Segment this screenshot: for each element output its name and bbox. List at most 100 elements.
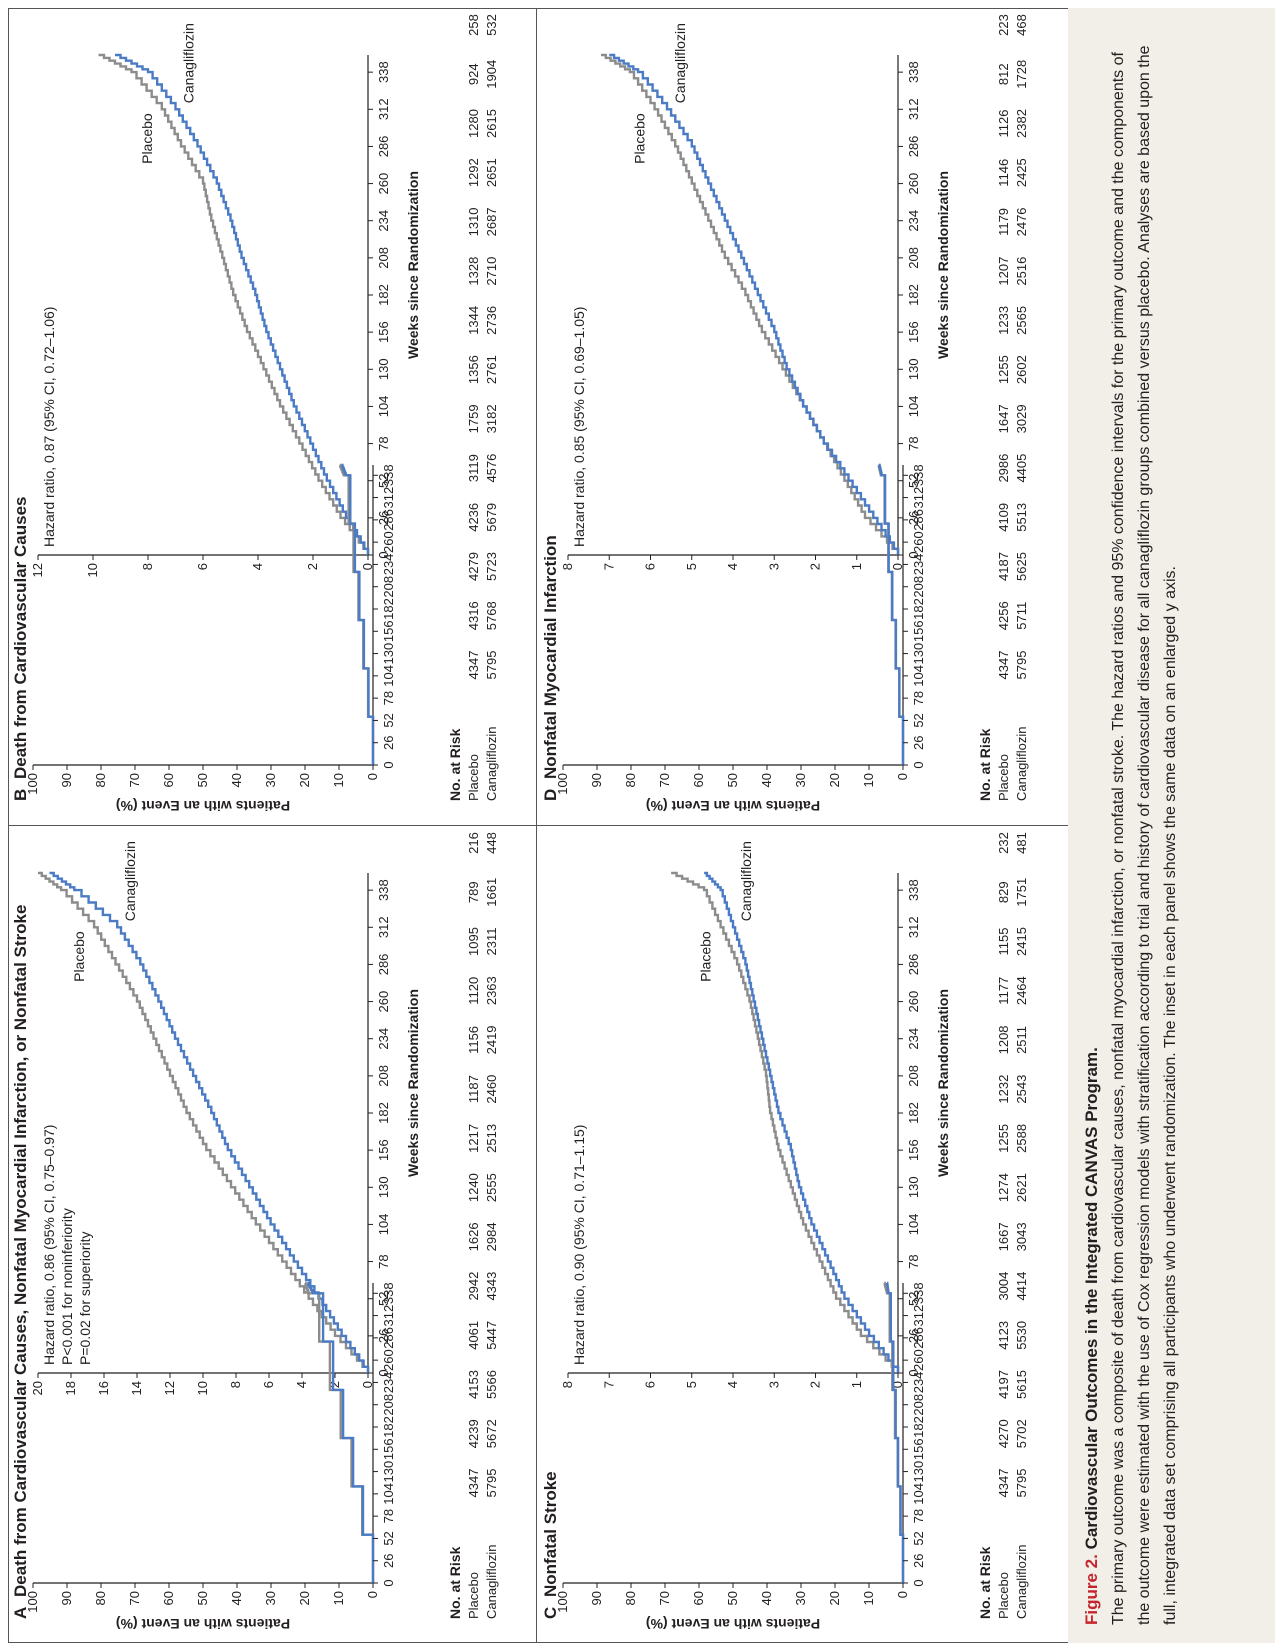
y-axis-label: Patients with an Event (%) <box>116 1616 290 1632</box>
inset-x-tick-label: 26 <box>376 1329 391 1343</box>
canagliflozin-risk-value: 5513 <box>1014 503 1029 532</box>
x-tick-label: 312 <box>911 487 926 509</box>
canagliflozin-risk-value: 2736 <box>484 306 499 335</box>
inset-x-tick-label: 312 <box>376 916 391 938</box>
placebo-risk-value: 1217 <box>466 1124 481 1153</box>
y-tick-label: 20 <box>827 773 842 787</box>
x-tick-label: 156 <box>381 1438 396 1460</box>
placebo-risk-value: 1255 <box>996 355 1011 384</box>
y-tick-label: 60 <box>161 773 176 787</box>
canagliflozin-risk-value: 5711 <box>1014 602 1029 630</box>
inset-y-tick-label: 1 <box>849 1381 864 1388</box>
y-tick-label: 10 <box>331 773 346 787</box>
placebo-risk-value: 4153 <box>466 1370 481 1399</box>
placebo-risk-value: 4347 <box>996 1469 1011 1498</box>
placebo-risk-value: 1626 <box>466 1222 481 1251</box>
y-tick-label: 40 <box>229 1591 244 1605</box>
placebo-risk-value: 1280 <box>466 109 481 138</box>
canagliflozin-risk-value: 2516 <box>1014 257 1029 286</box>
placebo-risk-value: 789 <box>466 881 481 903</box>
inset-x-tick-label: 208 <box>376 247 391 269</box>
hazard-annotation: P<0.001 for noninferiority <box>59 1208 75 1365</box>
canagliflozin-risk-value: 2464 <box>1014 976 1029 1005</box>
placebo-risk-value: 1187 <box>466 1075 481 1103</box>
placebo-label: Placebo <box>698 931 714 982</box>
x-tick-label: 52 <box>911 713 926 727</box>
placebo-risk-value: 3004 <box>996 1272 1011 1301</box>
canagliflozin-risk-value: 2555 <box>484 1173 499 1202</box>
y-tick-label: 50 <box>725 773 740 787</box>
y-tick-label: 90 <box>59 1591 74 1605</box>
placebo-risk-value: 2942 <box>466 1272 481 1301</box>
y-tick-label: 20 <box>297 1591 312 1605</box>
figure-caption: The primary outcome was a composite of d… <box>1110 45 1179 1625</box>
hazard-annotation: Hazard ratio, 0.85 (95% CI, 0.69–1.05) <box>571 307 587 547</box>
chart-svg-c: C Nonfatal Stroke Patients with an Event (… <box>541 832 1029 1632</box>
inset-x-tick-label: 234 <box>906 210 921 232</box>
canagliflozin-risk-value: 448 <box>484 832 499 854</box>
canagliflozin-risk-value: 2651 <box>484 158 499 187</box>
y-tick-label: 40 <box>759 773 774 787</box>
inset-x-tick-label: 0 <box>376 1369 391 1376</box>
main-placebo-line <box>883 1281 905 1583</box>
x-tick-label: 260 <box>381 1349 396 1371</box>
y-tick-label: 60 <box>691 773 706 787</box>
placebo-risk-value: 1344 <box>466 306 481 335</box>
canagliflozin-risk-value: 5768 <box>484 601 499 630</box>
y-tick-label: 80 <box>93 1591 108 1605</box>
inset-x-tick-label: 0 <box>906 1369 921 1376</box>
y-tick-label: 70 <box>657 1591 672 1605</box>
x-axis-label: Weeks since Randomization <box>405 989 421 1177</box>
x-axis-label: Weeks since Randomization <box>935 171 951 359</box>
inset-x-tick-label: 130 <box>376 1176 391 1198</box>
canagliflozin-risk-value: 532 <box>484 14 499 36</box>
placebo-risk-value: 1095 <box>466 927 481 956</box>
placebo-risk-value: 4347 <box>466 1469 481 1498</box>
inset-x-tick-label: 338 <box>376 61 391 83</box>
y-tick-label: 40 <box>229 773 244 787</box>
inset-x-tick-label: 338 <box>906 879 921 901</box>
canagliflozin-risk-value: 5795 <box>1014 651 1029 680</box>
x-tick-label: 0 <box>911 1579 926 1586</box>
y-tick-label: 20 <box>297 773 312 787</box>
x-tick-label: 208 <box>381 1394 396 1416</box>
inset-placebo-line <box>38 871 370 1373</box>
y-tick-label: 30 <box>793 1591 808 1605</box>
placebo-risk-value: 1179 <box>996 208 1011 236</box>
x-tick-label: 78 <box>381 1509 396 1523</box>
y-tick-label: 100 <box>555 773 570 795</box>
canagliflozin-risk-value: 1661 <box>484 878 499 907</box>
x-tick-label: 286 <box>911 1327 926 1349</box>
x-tick-label: 78 <box>911 1509 926 1523</box>
x-tick-label: 312 <box>911 1305 926 1327</box>
placebo-risk-value: 216 <box>466 832 481 854</box>
canagliflozin-risk-value: 2621 <box>1014 1173 1029 1202</box>
no-at-risk-heading: No. at Risk <box>977 728 993 801</box>
canagliflozin-risk-value: 2382 <box>1014 109 1029 138</box>
x-tick-label: 156 <box>911 1438 926 1460</box>
x-tick-label: 182 <box>911 598 926 620</box>
canagliflozin-risk-value: 4343 <box>484 1272 499 1301</box>
y-tick-label: 0 <box>365 1591 380 1598</box>
panel-letter: B <box>11 789 30 801</box>
canagliflozin-risk-value: 2588 <box>1014 1124 1029 1153</box>
inset-y-tick-label: 2 <box>808 563 823 570</box>
canagliflozin-risk-value: 5679 <box>484 503 499 532</box>
inset-x-tick-label: 286 <box>376 954 391 976</box>
y-tick-label: 70 <box>657 773 672 787</box>
canagliflozin-risk-value: 2419 <box>484 1025 499 1054</box>
y-tick-label: 20 <box>827 1591 842 1605</box>
x-tick-label: 26 <box>911 735 926 749</box>
panel-title: Death from Cardiovascular Causes <box>11 497 30 780</box>
canagliflozin-risk-value: 3029 <box>1014 404 1029 433</box>
y-tick-label: 50 <box>725 1591 740 1605</box>
x-tick-label: 78 <box>911 691 926 705</box>
canagliflozin-label: Canagliflozin <box>181 23 197 103</box>
inset-y-tick-label: 8 <box>560 1381 575 1388</box>
placebo-label: Placebo <box>632 113 648 164</box>
placebo-risk-value: 1274 <box>996 1173 1011 1202</box>
canagliflozin-risk-value: 5615 <box>1014 1370 1029 1399</box>
canagliflozin-risk-value: 2565 <box>1014 306 1029 335</box>
placebo-risk-value: 1207 <box>996 257 1011 286</box>
x-tick-label: 182 <box>911 1416 926 1438</box>
